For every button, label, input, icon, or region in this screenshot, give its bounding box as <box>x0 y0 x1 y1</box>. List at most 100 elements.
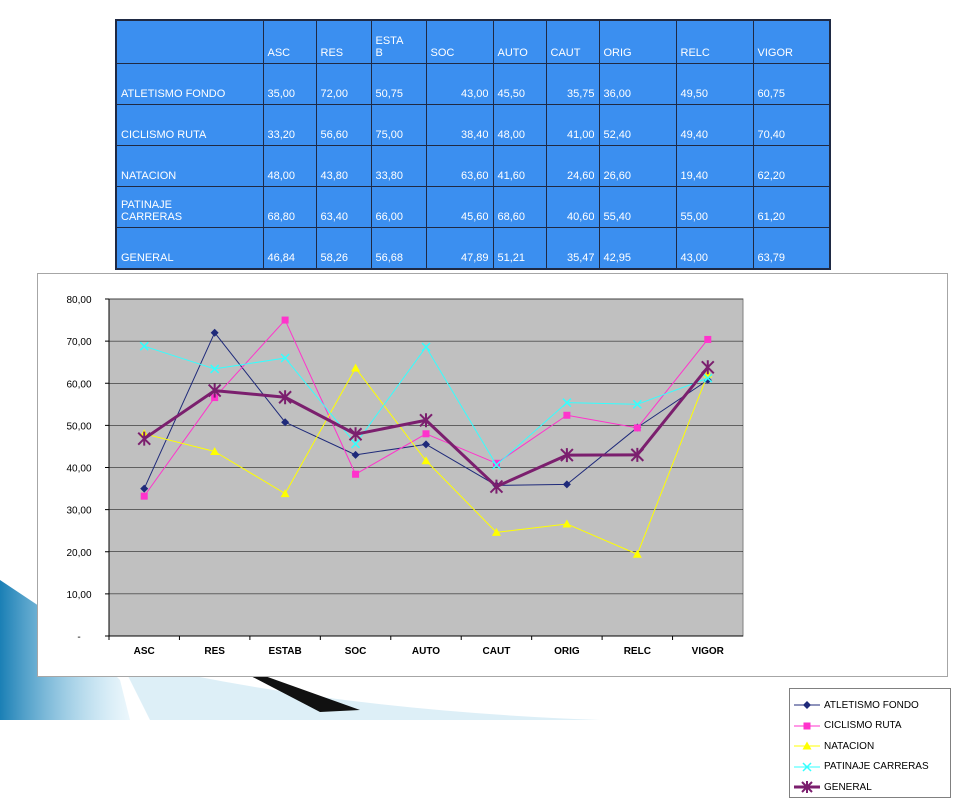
legend-swatch <box>794 722 820 730</box>
table-cell: 35,47 <box>545 227 600 270</box>
data-point <box>491 460 501 470</box>
data-point <box>563 411 571 419</box>
data-point <box>421 456 431 465</box>
table-cell: 38,40 <box>425 104 494 146</box>
legend-label: ATLETISMO FONDO <box>824 699 919 711</box>
legend-label: NATACION <box>824 740 875 752</box>
legend-item: ATLETISMO FONDO <box>792 695 950 716</box>
data-point <box>207 383 222 398</box>
data-point <box>419 413 433 428</box>
table-cell: 63,40 <box>315 186 372 228</box>
table-header-row: ASC RES ESTA B SOC AUTO CAUT ORIG RELC VIGOR <box>115 19 831 64</box>
data-point <box>280 353 290 363</box>
table-cell: 43,80 <box>315 145 372 187</box>
chart-legend: ATLETISMO FONDO CICLISMO RUTA NATACION PATI… <box>789 688 951 798</box>
table-cell: 33,20 <box>262 104 317 146</box>
y-tick-label: 50,00 <box>66 421 91 432</box>
legend-swatch <box>794 781 820 794</box>
table-cell: 48,00 <box>492 104 547 146</box>
row-label: CICLISMO RUTA <box>115 104 264 146</box>
x-tick-label: CAUT <box>483 646 511 657</box>
table-header-cell: RES <box>315 19 372 64</box>
data-point <box>137 431 151 446</box>
y-tick-label: 20,00 <box>66 548 91 559</box>
data-point <box>489 479 504 494</box>
data-point <box>421 342 431 352</box>
table-cell: 62,20 <box>752 145 831 187</box>
table-cell: 45,50 <box>492 63 547 105</box>
table-cell: 35,75 <box>545 63 600 105</box>
legend-label: PATINAJE CARRERAS <box>824 761 929 773</box>
data-point <box>632 549 642 558</box>
table-header-cell: ORIG <box>598 19 677 64</box>
data-point <box>351 439 361 449</box>
data-point <box>210 446 220 455</box>
x-tick-label: SOC <box>345 646 367 657</box>
table-cell: 56,68 <box>370 227 427 270</box>
data-point <box>280 489 290 498</box>
row-label: ATLETISMO FONDO <box>115 63 264 105</box>
table-cell: 43,00 <box>675 227 754 270</box>
data-point <box>703 373 713 383</box>
x-tick-label: RES <box>204 646 225 657</box>
data-point <box>701 360 715 375</box>
table-cell: 49,50 <box>675 63 754 105</box>
table-header-cell: CAUT <box>545 19 600 64</box>
table-cell: 36,00 <box>598 63 677 105</box>
table-cell: 55,00 <box>675 186 754 228</box>
row-label: GENERAL <box>115 227 264 270</box>
x-tick-label: VIGOR <box>692 646 725 657</box>
data-point <box>422 430 430 438</box>
legend-item: GENERAL <box>792 777 950 798</box>
table-cell: 50,75 <box>370 63 427 105</box>
data-point <box>630 447 645 462</box>
data-point <box>562 398 572 408</box>
table-cell: 63,79 <box>752 227 831 270</box>
table-cell: 75,00 <box>370 104 427 146</box>
data-point <box>351 363 361 372</box>
table-cell: 26,60 <box>598 145 677 187</box>
table-cell: 33,80 <box>370 145 427 187</box>
data-point <box>704 335 712 343</box>
x-tick-label: ASC <box>134 646 155 657</box>
table-row: GENERAL 46,84 58,26 56,68 47,89 51,21 35,47 42,… <box>115 227 831 270</box>
data-point <box>281 316 289 324</box>
legend-swatch <box>794 701 820 710</box>
table-cell: 68,80 <box>262 186 317 228</box>
y-tick-label: 70,00 <box>66 337 91 348</box>
table-cell: 63,60 <box>425 145 494 187</box>
data-point <box>422 440 430 449</box>
data-point <box>633 424 641 432</box>
table-cell: 41,60 <box>492 145 547 187</box>
table-row: ATLETISMO FONDO 35,00 72,00 50,75 43,00 45,50… <box>115 63 831 105</box>
table-cell: 60,75 <box>752 63 831 105</box>
y-tick-label: 10,00 <box>66 590 91 601</box>
table-cell: 24,60 <box>545 145 600 187</box>
data-point <box>210 364 220 374</box>
y-tick-label: 30,00 <box>66 506 91 517</box>
data-table: ASC RES ESTA B SOC AUTO CAUT ORIG RELC VIGOR ATLE… <box>115 19 831 270</box>
y-tick-label: 80,00 <box>66 295 91 306</box>
legend-swatch <box>794 762 820 772</box>
table-cell: 45,60 <box>425 186 494 228</box>
data-point <box>632 399 642 409</box>
table-cell: 49,40 <box>675 104 754 146</box>
x-tick-label: RELC <box>624 646 651 657</box>
table-row: NATACION 48,00 43,80 33,80 63,60 41,60 24,60 26… <box>115 145 831 187</box>
table-cell: 66,00 <box>370 186 427 228</box>
y-tick-label: 40,00 <box>66 464 91 475</box>
table-header-cell: SOC <box>425 19 494 64</box>
data-point <box>562 519 572 528</box>
table-header-cell: VIGOR <box>752 19 831 64</box>
table-cell: 19,40 <box>675 145 754 187</box>
data-point <box>348 427 363 442</box>
table-header-cell <box>115 19 264 64</box>
data-point <box>281 418 290 427</box>
chart-frame: - 10,00 20,00 30,00 40,00 50,00 60,00 70,00 80,0… <box>37 273 951 798</box>
table-cell: 58,26 <box>315 227 372 270</box>
table-cell: 42,95 <box>598 227 677 270</box>
legend-item: CICLISMO RUTA <box>792 716 950 737</box>
table-cell: 70,40 <box>752 104 831 146</box>
table-cell: 72,00 <box>315 63 372 105</box>
row-label: PATINAJE CARRERAS <box>115 186 264 228</box>
